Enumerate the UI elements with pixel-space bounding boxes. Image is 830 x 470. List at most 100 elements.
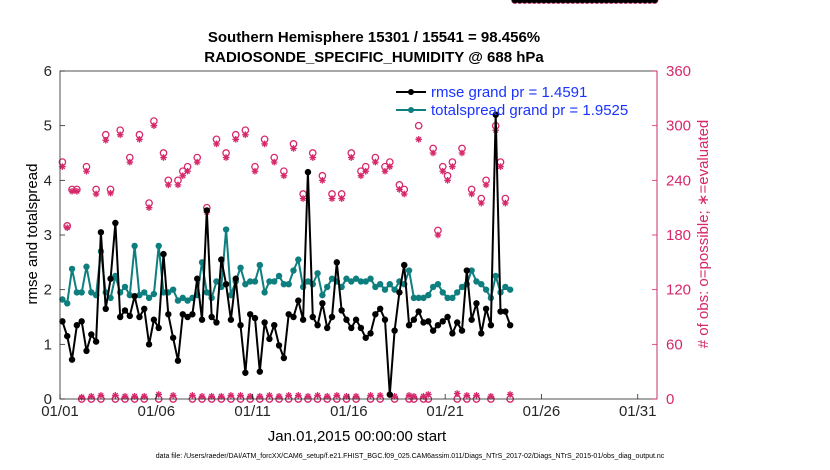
totalspread-point <box>155 242 162 250</box>
obs-evaluated-stroke <box>343 393 350 400</box>
totalspread-point <box>169 286 177 293</box>
obs-evaluated-stroke <box>131 393 138 400</box>
obs-evaluated-point <box>347 154 355 161</box>
obs-evaluated-stroke <box>454 390 460 397</box>
legend-spread-label: totalspread grand pr = 1.9525 <box>431 102 628 119</box>
obs-evaluated-stroke <box>112 392 119 399</box>
obs-evaluated-stroke <box>64 224 70 231</box>
rmse-point <box>425 318 432 325</box>
obs-evaluated-point <box>357 172 365 180</box>
rmse-point <box>545 0 552 4</box>
obs-evaluated-stroke <box>401 191 408 197</box>
rmse-point <box>569 0 576 4</box>
obs-evaluated-point <box>102 136 110 144</box>
totalspread-point <box>328 275 336 282</box>
totalspread-point <box>266 278 273 285</box>
rmse-point <box>511 0 519 4</box>
right-y-tick-label: 300 <box>666 118 691 135</box>
obs-evaluated-stroke <box>170 392 176 399</box>
obs-evaluated-point <box>362 167 370 175</box>
obs-evaluated-stroke <box>102 137 109 144</box>
obs-evaluated-point <box>328 195 336 202</box>
rmse-point <box>112 219 119 227</box>
obs-evaluated-stroke <box>98 392 104 399</box>
rmse-point <box>73 322 81 329</box>
obs-evaluated-stroke <box>83 168 90 174</box>
rmse-point <box>487 322 495 329</box>
obs-evaluated-stroke <box>218 393 225 400</box>
obs-evaluated-stroke <box>305 393 311 400</box>
rmse-point <box>555 0 562 4</box>
rmse-point <box>506 322 514 329</box>
obs-evaluated-point <box>136 136 143 143</box>
obs-evaluated-stroke <box>271 159 278 165</box>
rmse-point <box>636 0 644 4</box>
obs-evaluated-stroke <box>391 393 398 400</box>
totalspread-point <box>295 256 302 263</box>
rmse-point <box>165 311 172 318</box>
obs-evaluated-point <box>295 392 302 399</box>
totalspread-point <box>227 291 235 299</box>
rmse-point <box>439 318 446 325</box>
obs-evaluated-stroke <box>295 392 302 399</box>
rmse-point <box>420 319 427 326</box>
rmse-point <box>478 330 485 337</box>
totalspread-point <box>131 242 138 250</box>
totalspread-point <box>449 294 456 302</box>
rmse-point <box>184 313 191 321</box>
obs-evaluated-point <box>449 163 456 170</box>
totalspread-point <box>381 286 389 293</box>
totalspread-point <box>482 286 490 293</box>
obs-evaluated-point <box>497 163 504 170</box>
obs-evaluated-stroke <box>430 150 436 156</box>
rmse-point <box>632 0 639 4</box>
obs-evaluated-stroke <box>242 132 249 138</box>
y-axis-label-right: # of obs: o=possible; ∗=evaluated <box>695 120 712 349</box>
obs-evaluated-point <box>169 392 177 399</box>
rmse-point <box>429 327 437 334</box>
obs-evaluated-stroke <box>319 177 326 184</box>
x-tick-label: 01/26 <box>523 403 561 420</box>
obs-evaluated-point <box>237 392 244 399</box>
totalspread-point <box>280 281 288 288</box>
totalspread-point <box>324 283 331 291</box>
obs-evaluated-point <box>482 181 490 189</box>
totalspread-point <box>107 294 114 302</box>
obs-evaluated-stroke <box>257 393 263 400</box>
left-y-tick-label: 2 <box>44 282 52 299</box>
left-y-tick-label: 1 <box>44 336 52 353</box>
rmse-point <box>646 0 653 4</box>
obs-evaluated-stroke <box>237 392 244 399</box>
obs-evaluated-stroke <box>285 392 292 399</box>
left-y-tick-label: 0 <box>44 391 52 408</box>
totalspread-point <box>246 278 254 285</box>
rmse-point <box>198 316 206 323</box>
totalspread-point <box>391 286 398 293</box>
totalspread-point <box>468 267 475 274</box>
obs-evaluated-stroke <box>338 195 345 202</box>
rmse-point <box>309 313 316 321</box>
obs-evaluated-point <box>179 172 187 180</box>
totalspread-point <box>222 226 230 233</box>
obs-evaluated-stroke <box>358 173 364 179</box>
rmse-point <box>102 305 109 312</box>
totalspread-point <box>213 278 220 285</box>
right-y-tick-label: 60 <box>666 336 683 353</box>
rmse-point <box>64 332 71 340</box>
obs-evaluated-stroke <box>117 132 123 138</box>
totalspread-point <box>473 278 480 285</box>
obs-evaluated-stroke <box>329 195 335 202</box>
rmse-point <box>333 259 341 266</box>
totalspread-point <box>434 281 442 288</box>
obs-evaluated-point <box>477 199 485 207</box>
obs-evaluated-stroke <box>372 159 379 165</box>
totalspread-point <box>439 289 446 296</box>
legend-spread-marker <box>408 107 414 113</box>
obs-evaluated-point <box>184 167 191 175</box>
obs-count-series <box>58 0 659 403</box>
obs-evaluated-stroke <box>146 204 152 211</box>
totalspread-point <box>136 291 143 299</box>
obs-evaluated-stroke <box>88 393 95 400</box>
totalspread-point <box>362 278 369 285</box>
